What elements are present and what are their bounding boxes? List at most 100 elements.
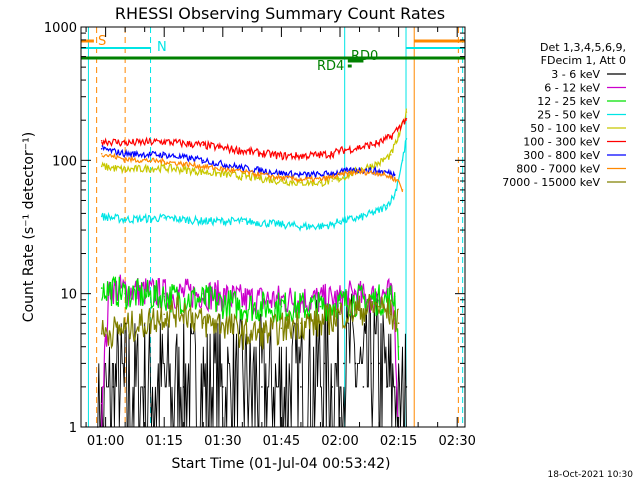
- legend-header-line-1: Det 1,3,4,5,6,9,: [540, 41, 626, 54]
- data-point: [378, 172, 380, 175]
- data-point: [393, 295, 396, 298]
- data-point: [182, 386, 185, 388]
- data-point: [378, 142, 380, 144]
- data-point: [300, 155, 302, 157]
- x-tick-label: 02:15: [380, 434, 417, 449]
- series-800-7000-kev: [100, 152, 404, 193]
- data-point: [100, 333, 103, 335]
- data-point: [163, 313, 165, 316]
- data-point: [222, 386, 224, 388]
- data-point: [124, 168, 126, 171]
- data-point: [401, 159, 404, 162]
- legend-entry-label: 7000 - 15000 keV: [502, 176, 600, 189]
- data-point: [241, 171, 244, 173]
- data-point: [100, 287, 103, 289]
- data-point: [405, 111, 408, 113]
- data-point: [378, 170, 380, 172]
- data-point: [393, 386, 396, 388]
- legend-entry-label: 50 - 100 keV: [530, 122, 600, 135]
- data-point: [331, 176, 334, 178]
- data-point: [390, 313, 392, 316]
- y-axis-label: Count Rate (s⁻¹ detector⁻¹): [21, 132, 37, 322]
- data-point: [405, 118, 408, 120]
- data-point: [300, 178, 302, 181]
- data-point: [378, 162, 380, 165]
- data-point: [300, 322, 302, 325]
- data-point: [358, 146, 361, 149]
- legend-entry-label: 300 - 800 keV: [523, 149, 600, 162]
- data-point: [386, 204, 388, 207]
- data-point: [339, 220, 341, 222]
- data-point: [358, 217, 361, 219]
- data-point: [378, 209, 380, 212]
- data-point: [300, 173, 302, 176]
- data-point: [241, 333, 244, 335]
- y-tick-label: 100: [52, 154, 77, 169]
- data-point: [339, 177, 341, 180]
- x-axis-label: Start Time (01-Jul-04 00:53:42): [171, 456, 390, 472]
- data-point: [401, 189, 404, 191]
- legend-header-line-2: FDecim 1, Att 0: [541, 54, 626, 67]
- data-point: [143, 322, 146, 325]
- data-point: [261, 386, 263, 388]
- data-point: [280, 327, 283, 330]
- data-point: [323, 362, 326, 365]
- data-point: [124, 142, 126, 144]
- footer-timestamp: 18-Oct-2021 10:30: [548, 470, 634, 480]
- series-100-300-kev: [100, 117, 408, 162]
- data-point: [100, 140, 103, 142]
- data-point: [343, 362, 345, 365]
- data-point: [358, 171, 361, 173]
- data-point: [202, 220, 205, 222]
- data-point: [397, 345, 400, 348]
- legend: Det 1,3,4,5,6,9,FDecim 1, Att 03 - 6 keV…: [502, 41, 626, 189]
- data-point: [222, 322, 224, 325]
- data-point: [100, 148, 103, 150]
- data-point: [241, 166, 244, 169]
- legend-entry-label: 800 - 7000 keV: [516, 163, 600, 176]
- series-7000-15000-kev: [100, 294, 400, 350]
- data-point: [331, 180, 334, 182]
- data-point: [405, 386, 408, 388]
- data-point: [202, 144, 205, 146]
- data-point: [339, 149, 341, 152]
- data-point: [390, 176, 392, 178]
- data-point: [280, 180, 283, 182]
- data-point: [397, 180, 400, 182]
- data-point: [124, 327, 126, 330]
- flag-label-saa: S: [98, 34, 106, 49]
- data-point: [397, 322, 400, 325]
- legend-entry-label: 100 - 300 keV: [523, 136, 600, 149]
- y-tick-label: 10: [60, 288, 77, 303]
- data-point: [280, 223, 283, 226]
- x-tick-label: 01:30: [204, 434, 241, 449]
- data-point: [319, 322, 322, 325]
- data-point: [300, 386, 302, 388]
- flag-label-rd4: RD4: [317, 59, 344, 74]
- data-point: [163, 217, 165, 219]
- data-point: [163, 166, 165, 169]
- data-point: [405, 138, 408, 140]
- data-point: [112, 386, 115, 388]
- data-point: [202, 159, 205, 162]
- data-point: [280, 177, 283, 179]
- data-point: [339, 313, 341, 316]
- data-point: [124, 218, 126, 221]
- data-point: [370, 362, 373, 365]
- data-point: [354, 292, 357, 295]
- data-point: [319, 173, 322, 176]
- data-point: [319, 225, 322, 228]
- data-point: [241, 305, 244, 308]
- data-point: [124, 292, 126, 295]
- data-point: [100, 153, 103, 155]
- legend-entry-label: 25 - 50 keV: [537, 109, 600, 122]
- flag-label-rd0: RD0: [351, 49, 378, 64]
- data-point: [319, 181, 322, 184]
- x-tick-label: 02:00: [321, 434, 358, 449]
- data-point: [319, 178, 322, 181]
- data-point: [163, 154, 165, 156]
- series-25-50-kev: [100, 138, 408, 232]
- data-point: [202, 322, 205, 325]
- data-point: [202, 299, 205, 301]
